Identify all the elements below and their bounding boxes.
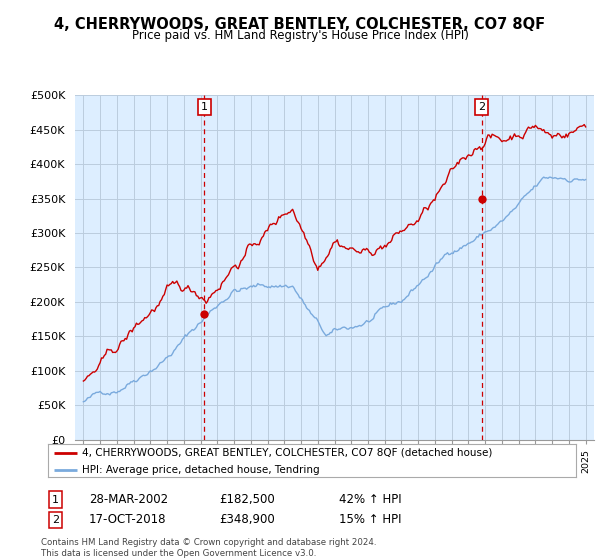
Text: 2: 2 [52, 515, 59, 525]
Text: 1: 1 [52, 494, 59, 505]
Text: 2: 2 [478, 102, 485, 112]
Text: 4, CHERRYWOODS, GREAT BENTLEY, COLCHESTER, CO7 8QF: 4, CHERRYWOODS, GREAT BENTLEY, COLCHESTE… [55, 17, 545, 32]
Text: Contains HM Land Registry data © Crown copyright and database right 2024.
This d: Contains HM Land Registry data © Crown c… [41, 538, 376, 558]
Text: 28-MAR-2002: 28-MAR-2002 [89, 493, 168, 506]
Text: 1: 1 [201, 102, 208, 112]
Text: 15% ↑ HPI: 15% ↑ HPI [339, 513, 401, 526]
Text: 4, CHERRYWOODS, GREAT BENTLEY, COLCHESTER, CO7 8QF (detached house): 4, CHERRYWOODS, GREAT BENTLEY, COLCHESTE… [82, 447, 493, 458]
Text: 42% ↑ HPI: 42% ↑ HPI [339, 493, 401, 506]
Text: £348,900: £348,900 [219, 513, 275, 526]
Text: 17-OCT-2018: 17-OCT-2018 [89, 513, 166, 526]
Text: HPI: Average price, detached house, Tendring: HPI: Average price, detached house, Tend… [82, 465, 320, 475]
Text: £182,500: £182,500 [219, 493, 275, 506]
Text: Price paid vs. HM Land Registry's House Price Index (HPI): Price paid vs. HM Land Registry's House … [131, 29, 469, 42]
